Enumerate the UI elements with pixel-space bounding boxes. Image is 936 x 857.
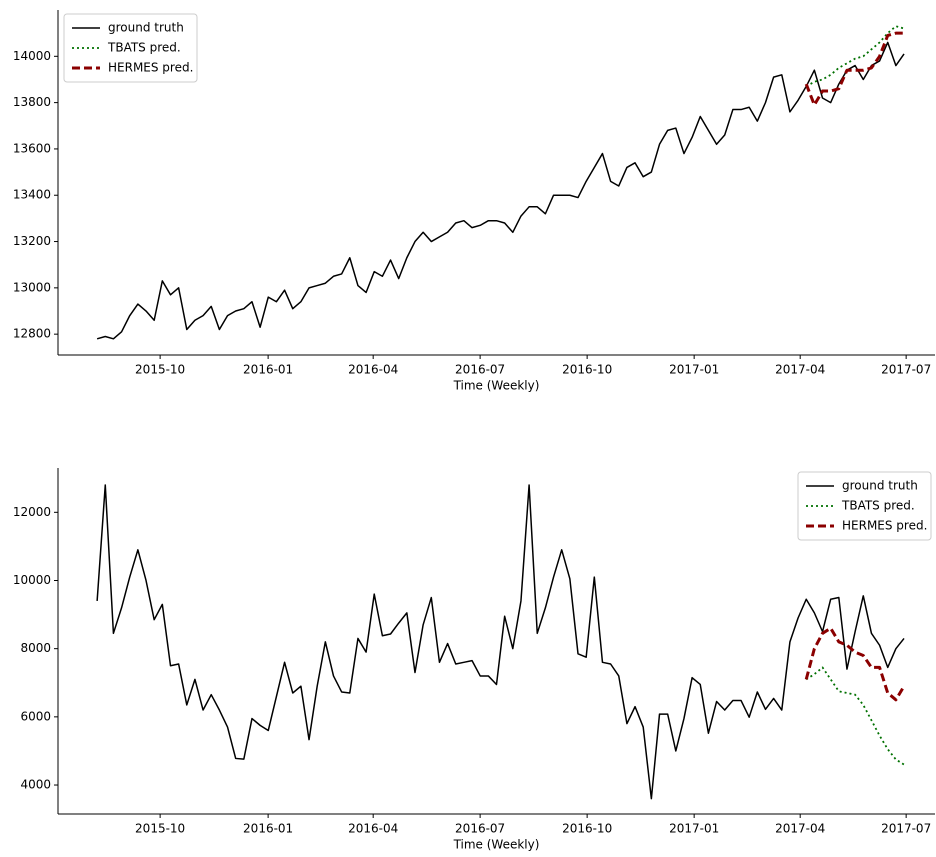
- x-tick-label: 2016-01: [243, 363, 293, 377]
- y-tick-label: 4000: [20, 778, 51, 792]
- series-line: [96, 41, 905, 340]
- x-axis-label: Time (Weekly): [453, 838, 540, 852]
- legend-label: TBATS pred.: [107, 41, 181, 55]
- legend-label: ground truth: [842, 479, 918, 493]
- x-axis-label: Time (Weekly): [453, 379, 540, 393]
- y-tick-label: 12000: [13, 505, 51, 519]
- x-tick-label: 2015-10: [135, 363, 185, 377]
- chart: 4000 6000 8000 10000 12000 2015-10 2016-01 2016…: [13, 468, 935, 852]
- series-line: [804, 31, 905, 107]
- x-tick-label: 2016-10: [562, 822, 612, 836]
- legend: ground truth TBATS pred. HERMES pred.: [797, 471, 932, 541]
- y-tick-label: 13600: [13, 141, 51, 155]
- x-tick-label: 2017-07: [881, 822, 931, 836]
- x-tick-label: 2017-04: [775, 822, 825, 836]
- y-tick-label: 13400: [13, 188, 51, 202]
- series-line: [96, 484, 905, 800]
- y-tick-label: 13200: [13, 234, 51, 248]
- y-tick-label: 14000: [13, 49, 51, 63]
- series-line: [805, 25, 905, 88]
- x-tick-label: 2015-10: [135, 822, 185, 836]
- legend-frame: [63, 13, 198, 83]
- y-tick-label: 13000: [13, 280, 51, 294]
- y-tick-label: 13800: [13, 95, 51, 109]
- x-tick-label: 2017-07: [881, 363, 931, 377]
- y-tick-label: 6000: [20, 709, 51, 723]
- x-tick-label: 2016-10: [562, 363, 612, 377]
- x-tick-label: 2016-07: [455, 822, 505, 836]
- legend: ground truth TBATS pred. HERMES pred.: [63, 13, 198, 83]
- y-tick-label: 8000: [20, 641, 51, 655]
- legend-label: HERMES pred.: [842, 519, 927, 533]
- legend-label: ground truth: [108, 21, 184, 35]
- x-tick-label: 2016-04: [348, 363, 398, 377]
- legend-label: HERMES pred.: [108, 61, 193, 75]
- x-tick-label: 2016-07: [455, 363, 505, 377]
- legend-frame: [797, 471, 932, 541]
- x-tick-label: 2017-01: [669, 822, 719, 836]
- x-tick-label: 2017-01: [669, 363, 719, 377]
- legend-label: TBATS pred.: [841, 499, 915, 513]
- x-tick-label: 2016-04: [348, 822, 398, 836]
- y-tick-label: 12800: [13, 327, 51, 341]
- series-line: [805, 666, 905, 766]
- series-line: [804, 626, 906, 702]
- y-tick-label: 10000: [13, 573, 51, 587]
- x-tick-label: 2017-04: [775, 363, 825, 377]
- chart: 12800 13000 13200 13400 13600 13800 14000 2015-…: [13, 10, 935, 393]
- x-tick-label: 2016-01: [243, 822, 293, 836]
